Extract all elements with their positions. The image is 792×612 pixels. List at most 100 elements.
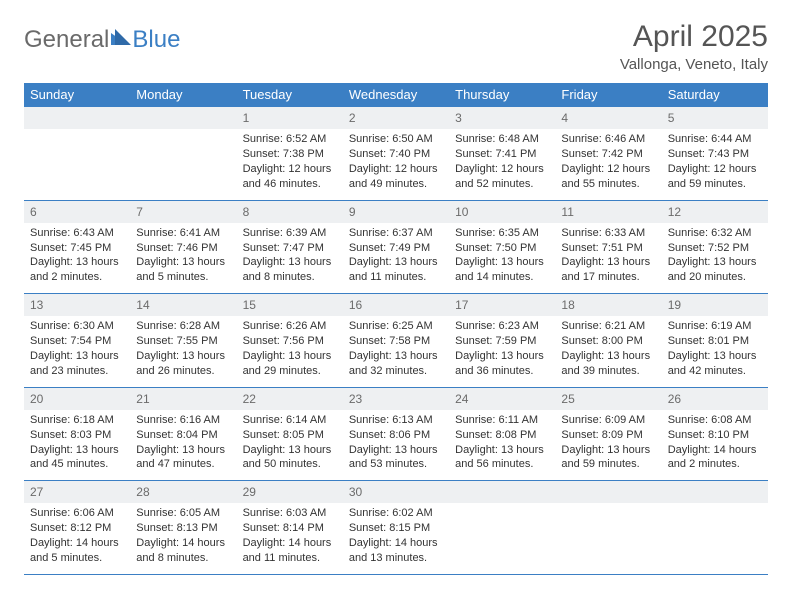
day-number: 12	[662, 201, 768, 223]
day-number: 10	[449, 201, 555, 223]
day-number: 5	[662, 107, 768, 129]
sunset-line: Sunset: 7:45 PM	[30, 241, 124, 256]
sunset-line: Sunset: 7:59 PM	[455, 334, 549, 349]
day-cell-body: Sunrise: 6:32 AMSunset: 7:52 PMDaylight:…	[662, 223, 768, 293]
daylight-line: Daylight: 13 hours and 47 minutes.	[136, 443, 230, 473]
day-cell-body: Sunrise: 6:02 AMSunset: 8:15 PMDaylight:…	[343, 503, 449, 573]
day-number: 3	[449, 107, 555, 129]
logo-flag-icon	[111, 26, 131, 54]
day-header: Monday	[130, 83, 236, 107]
day-cell-body: Sunrise: 6:26 AMSunset: 7:56 PMDaylight:…	[237, 316, 343, 386]
day-header-row: SundayMondayTuesdayWednesdayThursdayFrid…	[24, 83, 768, 107]
sunrise-line: Sunrise: 6:37 AM	[349, 226, 443, 241]
logo-text-general: General	[24, 26, 109, 54]
daylight-line: Daylight: 12 hours and 59 minutes.	[668, 162, 762, 192]
sunset-line: Sunset: 7:55 PM	[136, 334, 230, 349]
sunrise-line: Sunrise: 6:41 AM	[136, 226, 230, 241]
sunrise-line: Sunrise: 6:35 AM	[455, 226, 549, 241]
sunrise-line: Sunrise: 6:32 AM	[668, 226, 762, 241]
day-cell-body: Sunrise: 6:33 AMSunset: 7:51 PMDaylight:…	[555, 223, 661, 293]
daylight-line: Daylight: 14 hours and 8 minutes.	[136, 536, 230, 566]
sunrise-line: Sunrise: 6:19 AM	[668, 319, 762, 334]
sunrise-line: Sunrise: 6:43 AM	[30, 226, 124, 241]
day-cell-body: Sunrise: 6:46 AMSunset: 7:42 PMDaylight:…	[555, 129, 661, 199]
daylight-line: Daylight: 12 hours and 52 minutes.	[455, 162, 549, 192]
day-number: 13	[24, 294, 130, 316]
sunset-line: Sunset: 8:09 PM	[561, 428, 655, 443]
sunrise-line: Sunrise: 6:28 AM	[136, 319, 230, 334]
day-header: Thursday	[449, 83, 555, 107]
sunrise-line: Sunrise: 6:50 AM	[349, 132, 443, 147]
daylight-line: Daylight: 13 hours and 32 minutes.	[349, 349, 443, 379]
day-number	[130, 107, 236, 129]
day-cell-body: Sunrise: 6:25 AMSunset: 7:58 PMDaylight:…	[343, 316, 449, 386]
daylight-line: Daylight: 14 hours and 13 minutes.	[349, 536, 443, 566]
sunset-line: Sunset: 7:38 PM	[243, 147, 337, 162]
day-cell-body: Sunrise: 6:03 AMSunset: 8:14 PMDaylight:…	[237, 503, 343, 573]
day-number: 9	[343, 201, 449, 223]
day-number: 24	[449, 388, 555, 410]
location-text: Vallonga, Veneto, Italy	[620, 56, 768, 73]
day-number: 11	[555, 201, 661, 223]
day-number: 2	[343, 107, 449, 129]
sunset-line: Sunset: 7:47 PM	[243, 241, 337, 256]
sunrise-line: Sunrise: 6:33 AM	[561, 226, 655, 241]
daylight-line: Daylight: 13 hours and 39 minutes.	[561, 349, 655, 379]
daylight-line: Daylight: 13 hours and 26 minutes.	[136, 349, 230, 379]
sunrise-line: Sunrise: 6:08 AM	[668, 413, 762, 428]
day-header: Friday	[555, 83, 661, 107]
title-block: April 2025 Vallonga, Veneto, Italy	[620, 20, 768, 73]
day-cell-body: Sunrise: 6:43 AMSunset: 7:45 PMDaylight:…	[24, 223, 130, 293]
day-number: 1	[237, 107, 343, 129]
day-header: Wednesday	[343, 83, 449, 107]
sunset-line: Sunset: 7:56 PM	[243, 334, 337, 349]
day-cell-body: Sunrise: 6:05 AMSunset: 8:13 PMDaylight:…	[130, 503, 236, 573]
sunset-line: Sunset: 8:06 PM	[349, 428, 443, 443]
sunrise-line: Sunrise: 6:44 AM	[668, 132, 762, 147]
sunset-line: Sunset: 8:03 PM	[30, 428, 124, 443]
day-cell-body	[662, 503, 768, 561]
daylight-line: Daylight: 13 hours and 11 minutes.	[349, 255, 443, 285]
daylight-line: Daylight: 13 hours and 42 minutes.	[668, 349, 762, 379]
day-cell-body: Sunrise: 6:13 AMSunset: 8:06 PMDaylight:…	[343, 410, 449, 480]
day-cell-body: Sunrise: 6:44 AMSunset: 7:43 PMDaylight:…	[662, 129, 768, 199]
daylight-line: Daylight: 13 hours and 50 minutes.	[243, 443, 337, 473]
sunset-line: Sunset: 8:13 PM	[136, 521, 230, 536]
day-cell-body	[555, 503, 661, 561]
day-cell-body	[449, 503, 555, 561]
daylight-line: Daylight: 14 hours and 5 minutes.	[30, 536, 124, 566]
daylight-line: Daylight: 14 hours and 11 minutes.	[243, 536, 337, 566]
sunrise-line: Sunrise: 6:30 AM	[30, 319, 124, 334]
sunrise-line: Sunrise: 6:05 AM	[136, 506, 230, 521]
daylight-line: Daylight: 12 hours and 49 minutes.	[349, 162, 443, 192]
sunset-line: Sunset: 8:08 PM	[455, 428, 549, 443]
day-cell-body: Sunrise: 6:18 AMSunset: 8:03 PMDaylight:…	[24, 410, 130, 480]
daylight-line: Daylight: 13 hours and 8 minutes.	[243, 255, 337, 285]
sunrise-line: Sunrise: 6:48 AM	[455, 132, 549, 147]
day-cell-body: Sunrise: 6:28 AMSunset: 7:55 PMDaylight:…	[130, 316, 236, 386]
daylight-line: Daylight: 12 hours and 46 minutes.	[243, 162, 337, 192]
sunset-line: Sunset: 8:12 PM	[30, 521, 124, 536]
day-cell-body: Sunrise: 6:41 AMSunset: 7:46 PMDaylight:…	[130, 223, 236, 293]
daylight-line: Daylight: 13 hours and 29 minutes.	[243, 349, 337, 379]
sunset-line: Sunset: 8:04 PM	[136, 428, 230, 443]
day-number: 25	[555, 388, 661, 410]
day-number: 4	[555, 107, 661, 129]
day-cell-body: Sunrise: 6:11 AMSunset: 8:08 PMDaylight:…	[449, 410, 555, 480]
sunrise-line: Sunrise: 6:16 AM	[136, 413, 230, 428]
day-cell-body: Sunrise: 6:21 AMSunset: 8:00 PMDaylight:…	[555, 316, 661, 386]
day-cell-body: Sunrise: 6:23 AMSunset: 7:59 PMDaylight:…	[449, 316, 555, 386]
day-number: 30	[343, 481, 449, 503]
day-number	[662, 481, 768, 503]
day-cell-body: Sunrise: 6:37 AMSunset: 7:49 PMDaylight:…	[343, 223, 449, 293]
daylight-line: Daylight: 13 hours and 20 minutes.	[668, 255, 762, 285]
day-number: 21	[130, 388, 236, 410]
day-cell-body: Sunrise: 6:35 AMSunset: 7:50 PMDaylight:…	[449, 223, 555, 293]
sunset-line: Sunset: 7:50 PM	[455, 241, 549, 256]
sunset-line: Sunset: 8:15 PM	[349, 521, 443, 536]
sunrise-line: Sunrise: 6:26 AM	[243, 319, 337, 334]
daylight-line: Daylight: 13 hours and 14 minutes.	[455, 255, 549, 285]
day-number: 20	[24, 388, 130, 410]
page-title: April 2025	[620, 20, 768, 54]
sunrise-line: Sunrise: 6:03 AM	[243, 506, 337, 521]
